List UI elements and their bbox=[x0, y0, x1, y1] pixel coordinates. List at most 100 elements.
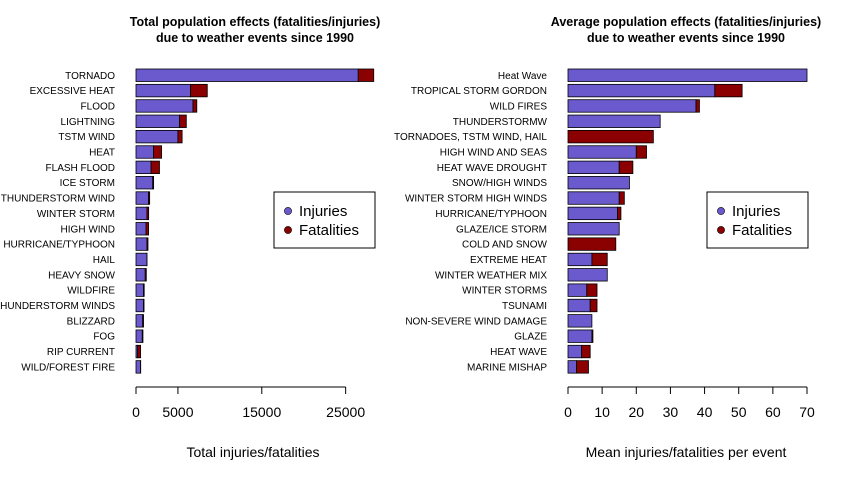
category-label: HEAT WAVE DROUGHT bbox=[437, 163, 547, 174]
category-label: WILDFIRE bbox=[67, 286, 115, 297]
legend-swatch bbox=[284, 226, 292, 234]
category-label: FLASH FLOOD bbox=[46, 163, 115, 174]
category-label: COLD AND SNOW bbox=[462, 240, 548, 251]
injuries-bar bbox=[567, 160, 620, 175]
injuries-bar bbox=[567, 99, 697, 113]
injuries-bar bbox=[135, 360, 142, 374]
injuries-bar bbox=[567, 329, 593, 343]
category-label: HEAT WAVE bbox=[490, 347, 547, 358]
fatalities-bar bbox=[150, 160, 160, 175]
fatalities-bar bbox=[567, 237, 617, 251]
injuries-bar bbox=[135, 160, 152, 175]
x-tick-label: 40 bbox=[697, 404, 713, 420]
injuries-bar bbox=[135, 237, 148, 251]
injuries-bar bbox=[135, 298, 144, 313]
legend-label: Fatalities bbox=[299, 222, 359, 239]
injuries-bar bbox=[567, 314, 593, 328]
category-label: WINTER WEATHER MIX bbox=[435, 270, 547, 281]
category-label: EXCESSIVE HEAT bbox=[30, 86, 115, 97]
fatalities-bar bbox=[153, 145, 162, 159]
fatalities-bar bbox=[144, 268, 147, 282]
fatalities-bar bbox=[143, 283, 145, 297]
injuries-bar bbox=[135, 222, 147, 236]
category-label: HAIL bbox=[93, 255, 116, 266]
injuries-bar bbox=[135, 191, 149, 205]
fatalities-bar bbox=[357, 68, 375, 82]
x-tick-label: 10 bbox=[594, 404, 610, 420]
injuries-bar bbox=[135, 314, 144, 328]
fatalities-bar bbox=[591, 329, 594, 343]
injuries-bar bbox=[135, 176, 154, 190]
x-tick-label: 60 bbox=[765, 404, 781, 420]
category-label: HURRICANE/TYPHOON bbox=[435, 209, 547, 220]
category-label: WILD FIRES bbox=[490, 101, 548, 112]
category-label: HIGH WIND bbox=[61, 224, 115, 235]
category-label: HEAVY SNOW bbox=[48, 270, 115, 281]
category-label: EXTREME HEAT bbox=[470, 255, 547, 266]
category-label: BLIZZARD bbox=[67, 316, 115, 327]
injuries-bar bbox=[567, 83, 716, 98]
category-label: TROPICAL STORM GORDON bbox=[411, 86, 547, 97]
legend: Injuries Fatalities bbox=[273, 191, 376, 249]
fatalities-bar bbox=[137, 344, 142, 359]
injuries-bar bbox=[567, 222, 620, 236]
category-label: TORNADOES, TSTM WIND, HAIL bbox=[394, 132, 547, 143]
fatalities-bar bbox=[586, 283, 598, 297]
chart-title-line: Total population effects (fatalities/inj… bbox=[130, 15, 381, 29]
legend: Injuries Fatalities bbox=[706, 191, 809, 249]
x-tick-label: 25000 bbox=[326, 404, 365, 420]
x-tick-label: 0 bbox=[564, 404, 572, 420]
fatalities-bar bbox=[635, 145, 647, 159]
legend-box bbox=[273, 191, 376, 249]
category-label: NON-SEVERE WIND DAMAGE bbox=[405, 316, 547, 327]
injuries-bar bbox=[135, 268, 146, 282]
category-label: THUNDERSTORM WINDS bbox=[0, 301, 115, 312]
fatalities-bar bbox=[148, 191, 151, 205]
chart-title-line: due to weather events since 1990 bbox=[156, 31, 354, 45]
category-label: WILD/FOREST FIRE bbox=[21, 362, 115, 373]
category-label: GLAZE bbox=[514, 332, 547, 343]
injuries-bar bbox=[135, 252, 148, 267]
category-label: TSUNAMI bbox=[502, 301, 547, 312]
injuries-bar bbox=[567, 360, 577, 374]
injuries-bar bbox=[567, 206, 618, 221]
category-label: WINTER STORMS bbox=[462, 286, 547, 297]
category-label: MARINE MISHAP bbox=[467, 362, 547, 373]
x-tick-label: 20 bbox=[628, 404, 644, 420]
fatalities-bar bbox=[146, 206, 150, 221]
category-label: FLOOD bbox=[81, 101, 115, 112]
fatalities-bar bbox=[618, 160, 634, 175]
legend-swatch bbox=[284, 207, 292, 215]
x-tick-label: 5000 bbox=[162, 404, 193, 420]
injuries-bar bbox=[567, 252, 593, 267]
category-label: TSTM WIND bbox=[58, 132, 115, 143]
fatalities-bar bbox=[142, 314, 144, 328]
injuries-bar bbox=[567, 268, 608, 282]
legend-label: Fatalities bbox=[732, 222, 792, 239]
legend-swatch bbox=[717, 226, 725, 234]
chart-title-line: due to weather events since 1990 bbox=[587, 31, 785, 45]
average-effects-panel: Average population effects (fatalities/i… bbox=[394, 15, 821, 460]
injuries-bar bbox=[135, 68, 359, 82]
fatalities-bar bbox=[581, 344, 591, 359]
category-label: THUNDERSTORM WIND bbox=[1, 194, 115, 205]
injuries-bar bbox=[135, 329, 143, 343]
x-axis-label: Mean injuries/fatalities per event bbox=[586, 444, 787, 460]
category-label: HEAT bbox=[89, 148, 115, 159]
x-tick-label: 70 bbox=[799, 404, 815, 420]
category-label: LIGHTNING bbox=[61, 117, 116, 128]
fatalities-bar bbox=[179, 114, 187, 128]
category-label: FOG bbox=[93, 332, 115, 343]
category-label: RIP CURRENT bbox=[47, 347, 115, 358]
fatalities-bar bbox=[576, 360, 589, 374]
fatalities-bar bbox=[589, 298, 598, 313]
category-label: HIGH WIND AND SEAS bbox=[440, 148, 548, 159]
total-effects-panel: Total population effects (fatalities/inj… bbox=[0, 15, 380, 460]
injuries-bar bbox=[567, 176, 630, 190]
x-axis-label: Total injuries/fatalities bbox=[186, 444, 319, 460]
x-tick-label: 50 bbox=[731, 404, 747, 420]
legend-box bbox=[706, 191, 809, 249]
legend-swatch bbox=[717, 207, 725, 215]
fatalities-bar bbox=[190, 83, 208, 98]
